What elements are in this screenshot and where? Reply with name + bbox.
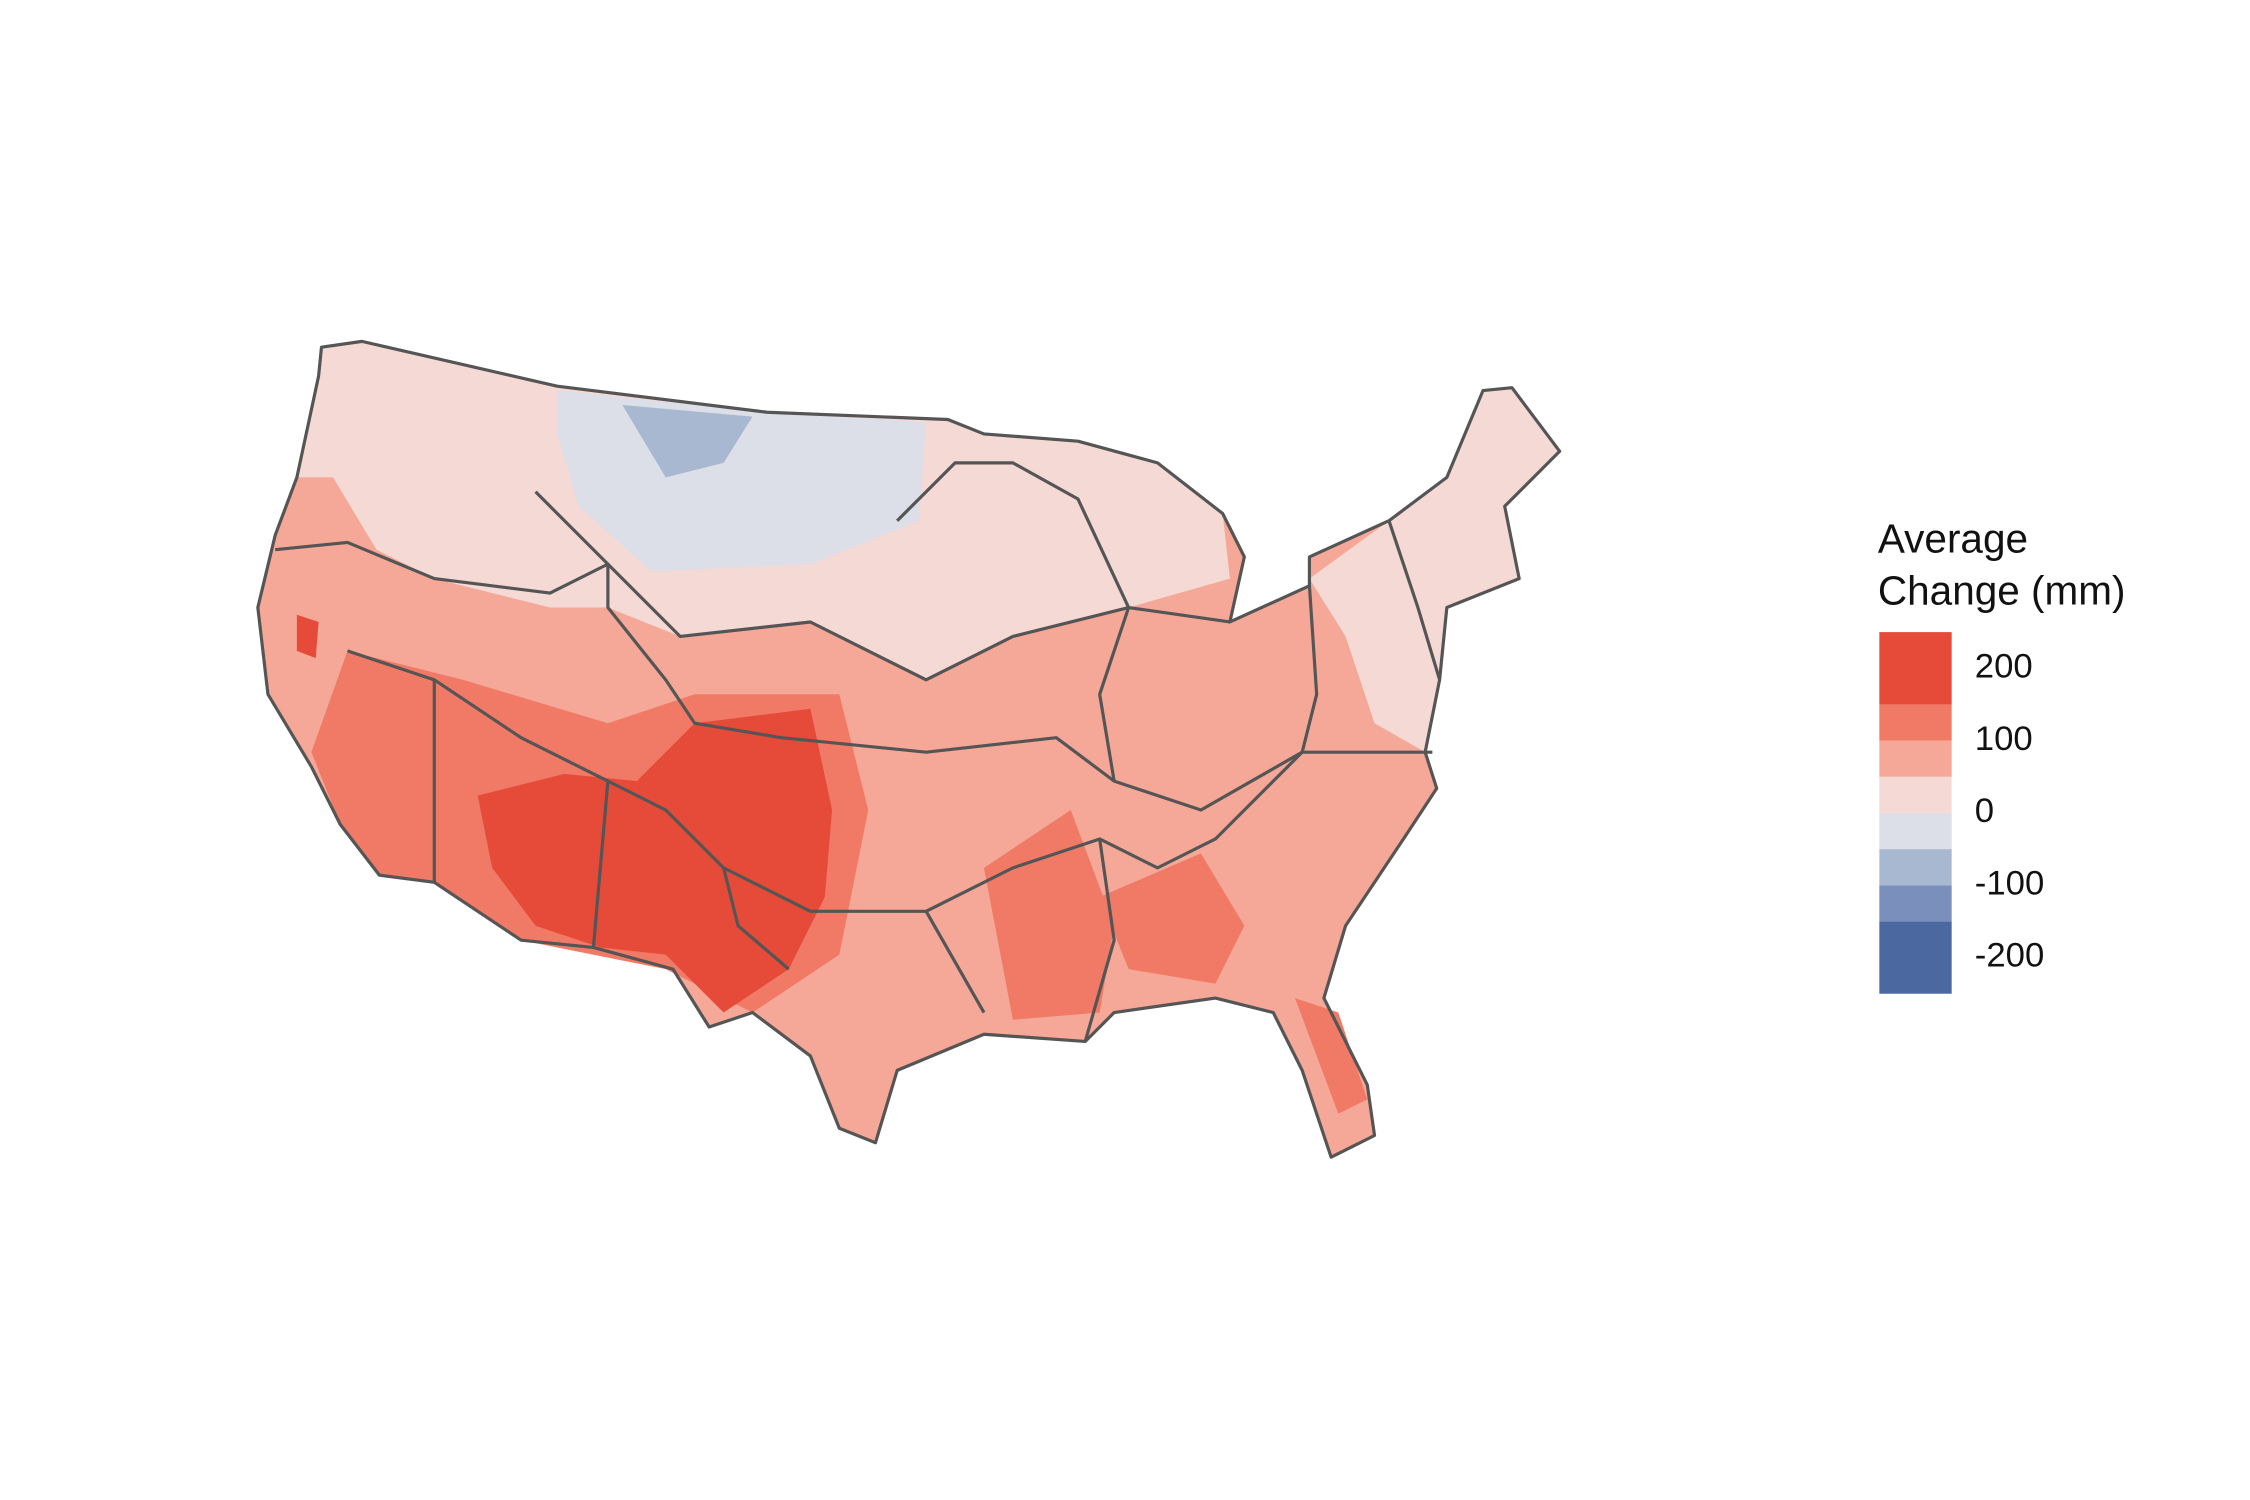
legend-title: Change (mm) — [1878, 568, 2126, 614]
legend-swatch — [1879, 921, 1952, 994]
gulf-warm — [983, 810, 1368, 1114]
legend-swatch — [1879, 704, 1952, 741]
legend-label: 200 — [1975, 647, 2033, 685]
legend-label: 0 — [1975, 792, 1994, 830]
map — [256, 339, 1562, 1159]
legend-swatch — [1879, 776, 1952, 813]
legend-swatch — [1879, 632, 1952, 705]
legend-label: -200 — [1975, 937, 2044, 975]
legend-swatch — [1879, 849, 1952, 886]
plains-core — [622, 405, 753, 478]
legend-label: -100 — [1975, 864, 2044, 902]
southwest-hot — [477, 708, 833, 1013]
legend-swatch — [1879, 740, 1952, 777]
legend-title: Average — [1878, 516, 2028, 562]
legend-swatch — [1879, 812, 1952, 850]
california-hot — [296, 614, 319, 659]
legend-swatch — [1879, 885, 1952, 922]
basin-boundaries — [256, 339, 1562, 1159]
legend: Average Change (mm) 200 100 0 -100 -200 — [1878, 516, 2126, 994]
northeast-region — [1309, 387, 1560, 753]
legend-label: 100 — [1975, 720, 2033, 758]
